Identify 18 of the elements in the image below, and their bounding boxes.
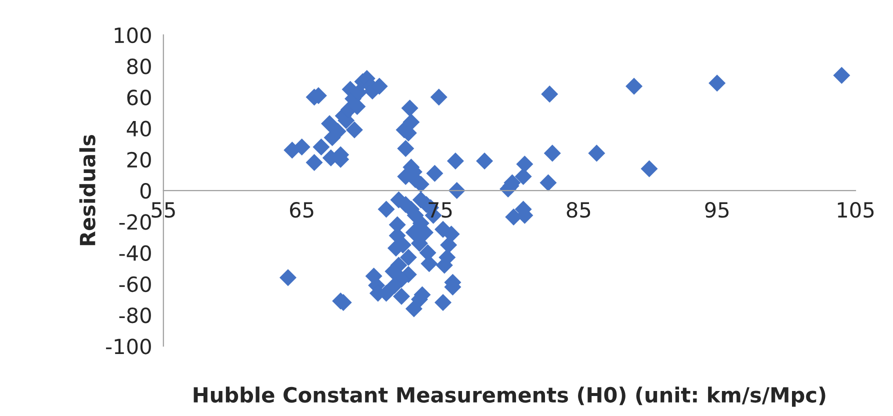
y-tick-label: -60 xyxy=(119,276,151,292)
x-tick-label: 105 xyxy=(838,202,874,218)
x-tick-label: 95 xyxy=(705,202,729,218)
y-tick-label: -100 xyxy=(106,338,151,354)
y-tick-label: 80 xyxy=(127,58,151,74)
y-tick-label: -20 xyxy=(119,214,151,230)
y-tick-label: 100 xyxy=(114,27,151,44)
y-tick-label: 40 xyxy=(126,120,151,137)
y-tick-label: 0 xyxy=(140,182,151,199)
y-tick-label: -80 xyxy=(119,307,151,324)
x-tick-label: 55 xyxy=(152,202,175,218)
x-tick-label: 85 xyxy=(566,202,590,218)
x-tick-label: 65 xyxy=(290,202,314,218)
y-tick-label: 20 xyxy=(127,152,151,168)
y-axis-title: Residuals xyxy=(79,134,96,246)
x-axis-title: Hubble Constant Measurements (H0) (unit: km/s/Mpc) xyxy=(194,386,826,407)
y-tick-label: 60 xyxy=(127,90,151,106)
y-tick-label: -40 xyxy=(119,245,151,261)
